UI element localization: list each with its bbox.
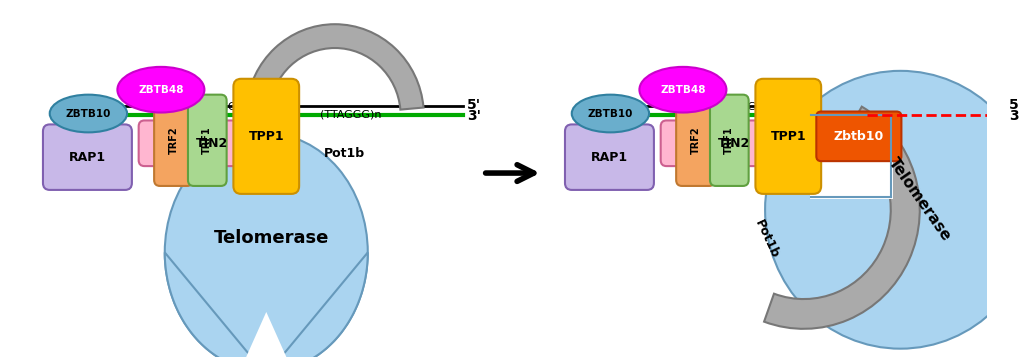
Ellipse shape	[639, 67, 726, 112]
Text: ZBTB10: ZBTB10	[587, 108, 633, 118]
Text: ZBTB10: ZBTB10	[65, 108, 111, 118]
Text: Telomerase: Telomerase	[213, 228, 328, 247]
Polygon shape	[245, 312, 287, 358]
Text: (TTAGGG)n: (TTAGGG)n	[840, 110, 901, 120]
FancyBboxPatch shape	[43, 125, 131, 190]
Circle shape	[764, 71, 1019, 349]
FancyBboxPatch shape	[755, 79, 820, 194]
Ellipse shape	[117, 67, 204, 112]
FancyBboxPatch shape	[660, 120, 807, 166]
Text: Pot1b: Pot1b	[752, 218, 781, 261]
Text: (AATCCC)n: (AATCCC)n	[706, 102, 766, 112]
FancyBboxPatch shape	[709, 95, 748, 186]
Text: Pot1b: Pot1b	[324, 147, 365, 160]
Wedge shape	[246, 24, 423, 110]
Polygon shape	[811, 116, 890, 197]
Ellipse shape	[50, 95, 127, 132]
FancyBboxPatch shape	[233, 79, 299, 194]
Wedge shape	[763, 107, 919, 329]
FancyBboxPatch shape	[676, 95, 714, 186]
FancyBboxPatch shape	[154, 95, 193, 186]
Text: ZBTB48: ZBTB48	[138, 85, 183, 95]
FancyBboxPatch shape	[187, 95, 226, 186]
FancyBboxPatch shape	[565, 125, 653, 190]
FancyBboxPatch shape	[815, 112, 901, 161]
Text: RAP1: RAP1	[69, 151, 106, 164]
Text: TRF2: TRF2	[690, 126, 700, 154]
Text: 5': 5'	[467, 98, 481, 112]
Text: 3': 3'	[1008, 110, 1019, 124]
Text: TRF1: TRF1	[202, 126, 212, 154]
Text: 3': 3'	[467, 110, 481, 124]
Text: (TTAGGG)n: (TTAGGG)n	[320, 110, 381, 120]
Polygon shape	[809, 113, 892, 199]
Text: (AATCCC)n: (AATCCC)n	[195, 102, 255, 112]
Text: TIN2: TIN2	[717, 137, 750, 150]
Text: ZBTB48: ZBTB48	[659, 85, 705, 95]
FancyBboxPatch shape	[139, 120, 285, 166]
Text: TRF2: TRF2	[168, 126, 178, 154]
Text: TIN2: TIN2	[196, 137, 228, 150]
Text: 5': 5'	[1008, 98, 1019, 112]
Text: Telomerase: Telomerase	[884, 155, 953, 244]
Ellipse shape	[165, 134, 368, 358]
Ellipse shape	[572, 95, 648, 132]
Text: RAP1: RAP1	[590, 151, 628, 164]
Polygon shape	[165, 252, 368, 358]
Text: Zbtb10: Zbtb10	[833, 130, 883, 143]
Text: TPP1: TPP1	[769, 130, 805, 143]
Text: TPP1: TPP1	[249, 130, 284, 143]
Text: TRF1: TRF1	[723, 126, 734, 154]
